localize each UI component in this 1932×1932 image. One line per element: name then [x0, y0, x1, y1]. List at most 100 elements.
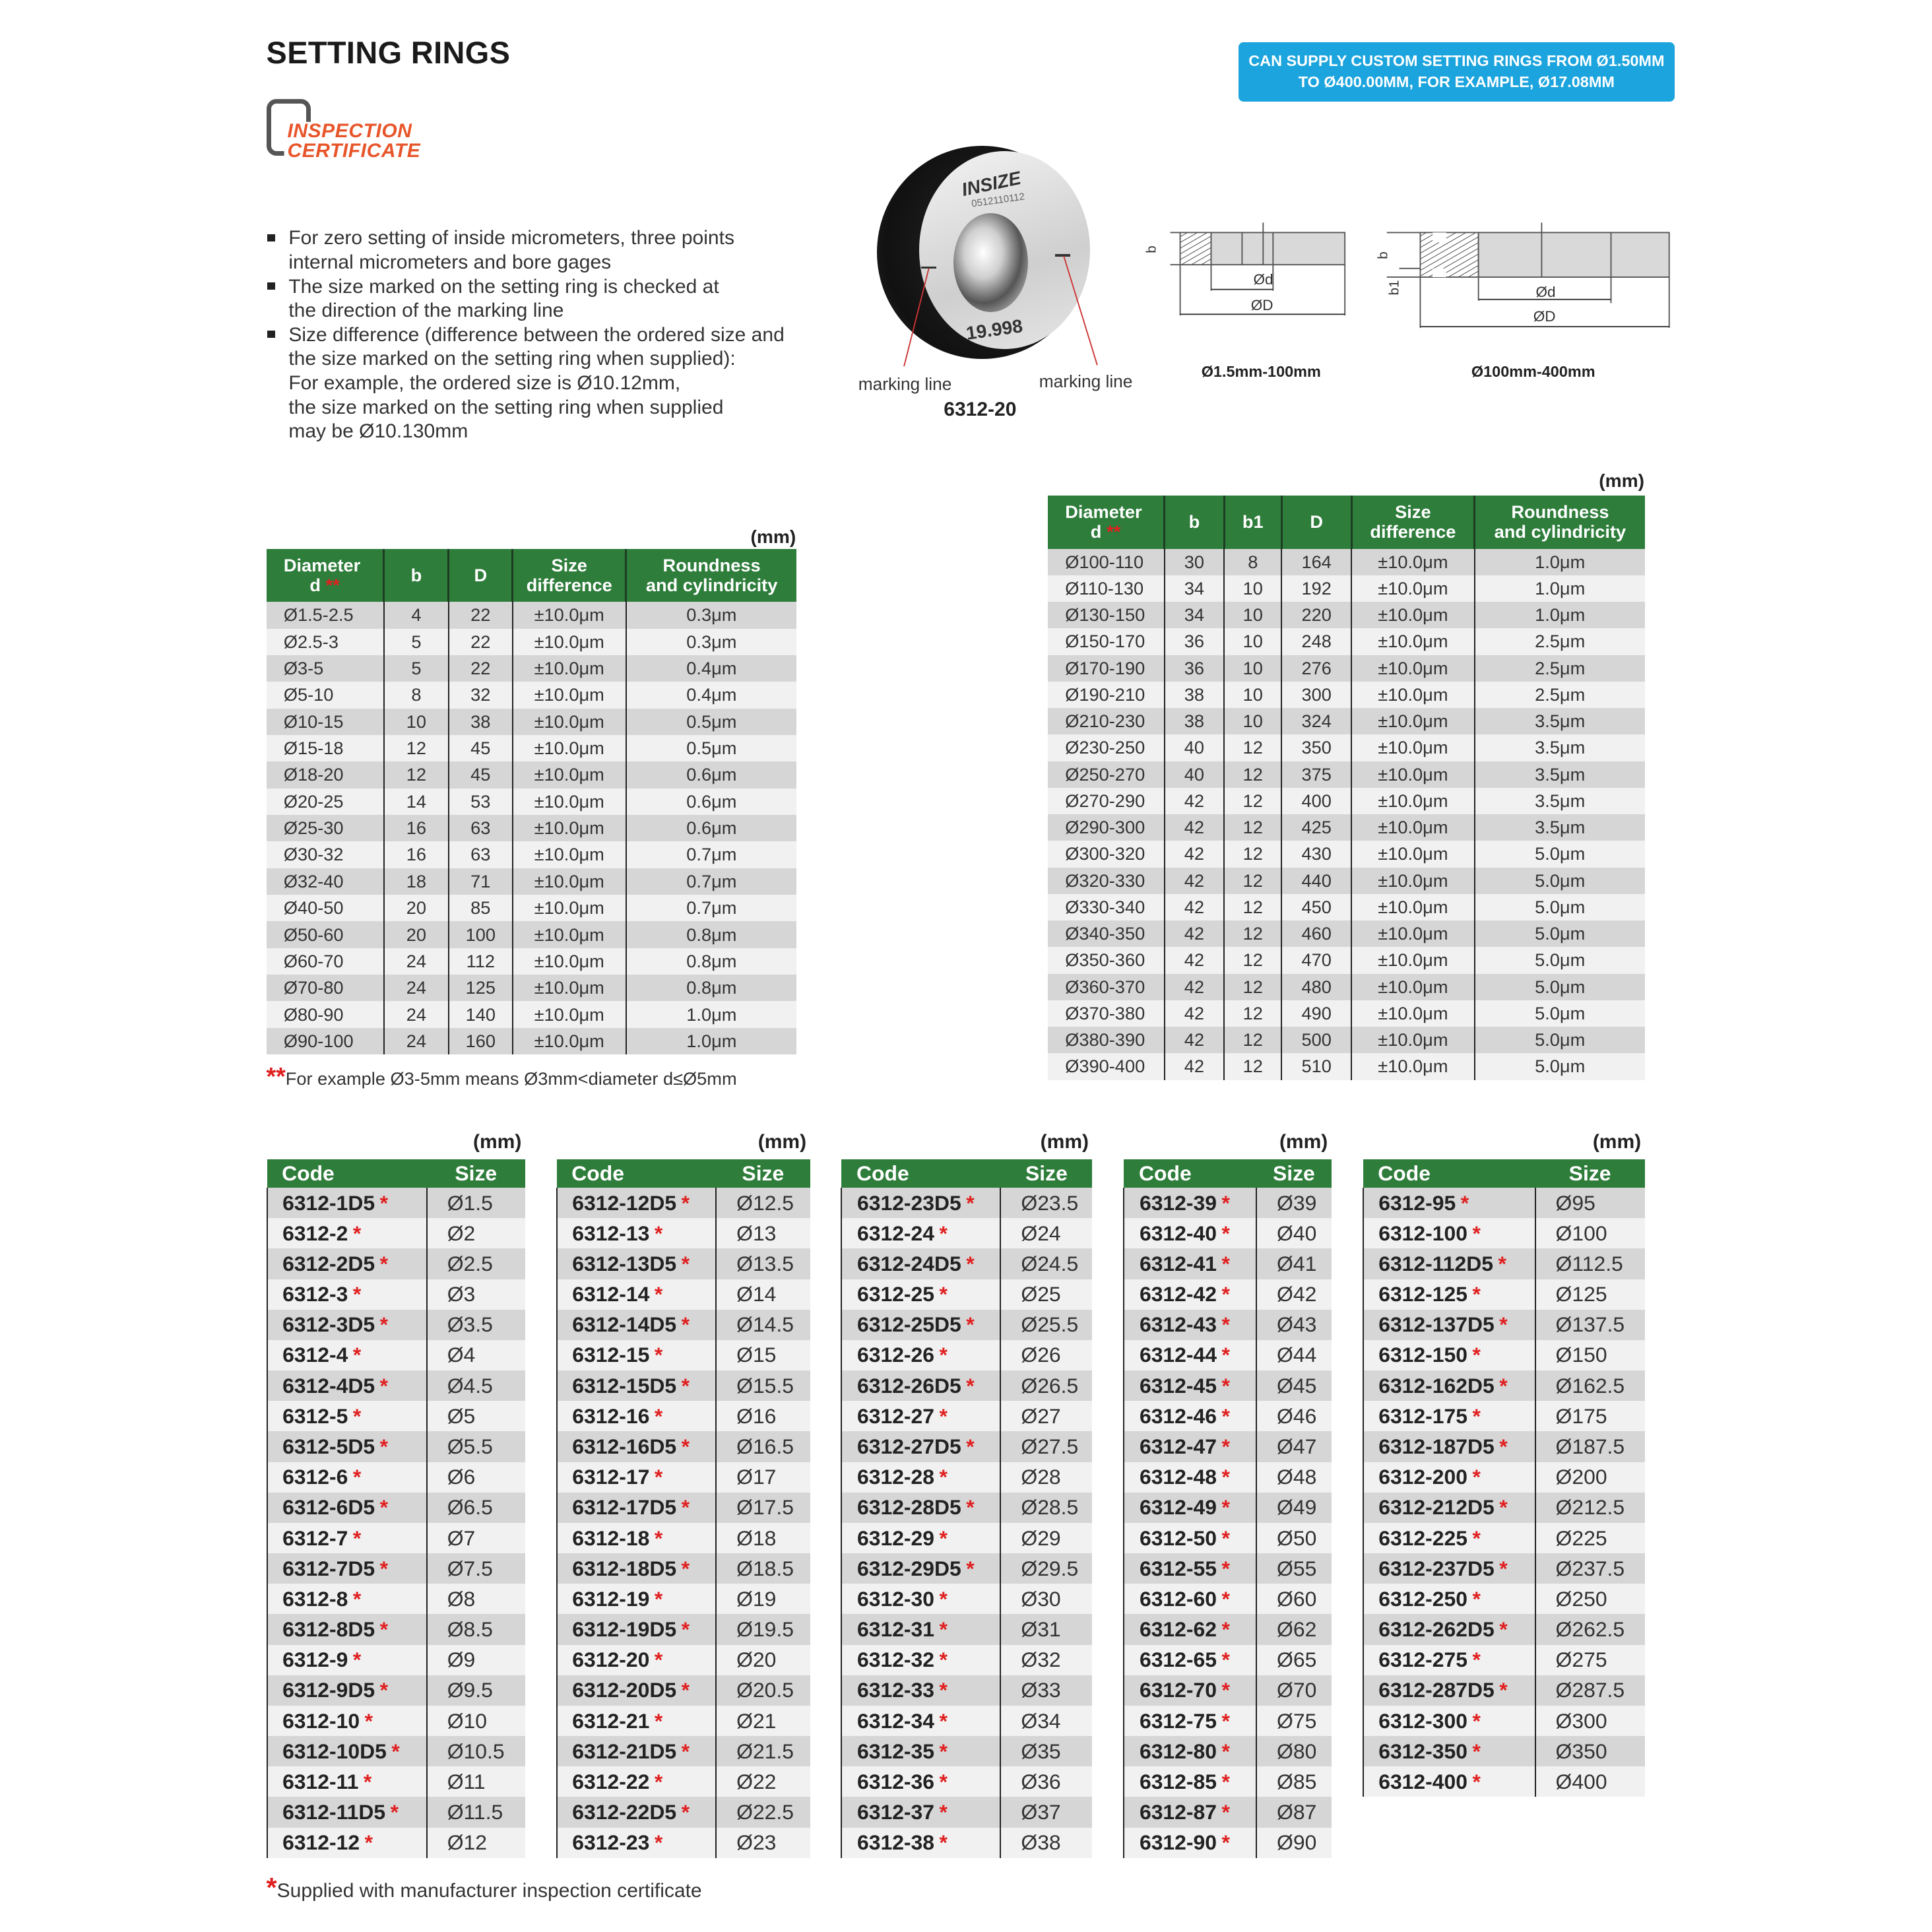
code-cell: 6312-5 * — [266, 1401, 427, 1432]
code-column-header: Code — [841, 1159, 1001, 1188]
certificate-star-icon: * — [1472, 1282, 1481, 1306]
certificate-star-icon: * — [1499, 1434, 1508, 1458]
table-row: Ø1.5-2.5 4 22 ±10.0μm 0.3μm — [266, 602, 796, 629]
table-cell: 125 — [447, 975, 513, 1002]
code-cell: 6312-80 * — [1123, 1736, 1257, 1767]
logo-line-1: INSPECTION — [287, 119, 412, 142]
code-cell: 6312-24D5 * — [841, 1248, 1001, 1279]
code-row: 6312-48 * Ø48 — [1123, 1462, 1332, 1493]
code-cell: 6312-33 * — [841, 1675, 1001, 1706]
code-row: 6312-19 * Ø19 — [556, 1584, 810, 1615]
header-line: difference — [1370, 521, 1456, 542]
code-cell: 6312-34 * — [841, 1705, 1001, 1737]
code-row: 6312-90 * Ø90 — [1123, 1827, 1332, 1858]
size-cell: Ø4.5 — [426, 1370, 525, 1401]
certificate-star-icon: * — [379, 1678, 389, 1702]
size-cell: Ø162.5 — [1534, 1370, 1645, 1401]
product-code: 6312-400 — [1378, 1769, 1467, 1793]
product-code: 6312-46 — [1139, 1403, 1217, 1428]
code-cell: 6312-10D5 * — [266, 1736, 427, 1767]
code-row: 6312-47 * Ø47 — [1123, 1431, 1332, 1462]
table-row: Ø300-320 42 12 430 ±10.0μm 5.0μm — [1047, 841, 1645, 868]
product-code: 6312-225 — [1378, 1526, 1467, 1550]
certificate-star-icon: * — [1498, 1251, 1506, 1275]
certificate-star-icon: * — [352, 1221, 362, 1245]
certificate-star-icon: * — [939, 1586, 948, 1611]
table-cell: 30 — [1163, 548, 1225, 575]
size-cell: Ø43 — [1256, 1309, 1332, 1340]
code-cell: 6312-48 * — [1123, 1462, 1257, 1493]
size-cell: Ø39 — [1256, 1188, 1332, 1219]
header-line: difference — [526, 574, 612, 595]
table-cell: Ø50-60 — [266, 921, 384, 948]
size-cell: Ø11 — [426, 1766, 525, 1797]
certificate-star-icon: * — [1221, 1830, 1230, 1855]
product-code: 6312-6 — [282, 1465, 348, 1489]
size-cell: Ø300 — [1534, 1705, 1645, 1737]
certificate-star-icon: * — [939, 1617, 948, 1642]
product-code: 6312-33 — [856, 1678, 935, 1702]
double-star-mark: ** — [1101, 521, 1121, 542]
table-cell: 24 — [383, 975, 449, 1002]
diagram-large-b: b — [1375, 251, 1391, 260]
certificate-star-icon: * — [1499, 1678, 1508, 1702]
unit-label-code-table: (mm) — [1040, 1130, 1089, 1153]
code-cell: 6312-262D5 * — [1362, 1614, 1535, 1645]
code-row: 6312-18 * Ø18 — [556, 1522, 810, 1554]
table-cell: Ø340-350 — [1047, 920, 1165, 948]
code-row: 6312-62 * Ø62 — [1123, 1614, 1332, 1645]
product-code: 6312-24D5 — [856, 1251, 961, 1275]
code-row: 6312-70 * Ø70 — [1123, 1675, 1332, 1706]
product-code: 6312-85 — [1139, 1769, 1217, 1793]
unit-label-code-table: (mm) — [1279, 1130, 1328, 1153]
certificate-star-icon: * — [1472, 1739, 1481, 1763]
code-cell: 6312-187D5 * — [1362, 1431, 1535, 1462]
table-cell: Ø110-130 — [1047, 575, 1165, 602]
product-code: 6312-90 — [1139, 1830, 1217, 1855]
table-cell: 1.0μm — [1473, 575, 1645, 602]
code-cell: 6312-26 * — [841, 1339, 1001, 1371]
table-cell: 38 — [1163, 681, 1225, 708]
table-cell: 40 — [1163, 761, 1225, 788]
size-cell: Ø49 — [1256, 1492, 1332, 1523]
table-cell: 500 — [1281, 1027, 1352, 1054]
size-cell: Ø40 — [1256, 1218, 1332, 1249]
size-cell: Ø22.5 — [715, 1797, 810, 1828]
certificate-star-icon: * — [379, 1190, 389, 1215]
code-cell: 6312-8D5 * — [266, 1614, 427, 1645]
product-code: 6312-112D5 — [1378, 1251, 1493, 1275]
table-cell: 36 — [1163, 628, 1225, 655]
header-line: Roundness — [662, 554, 761, 575]
code-cell: 6312-29 * — [841, 1522, 1001, 1554]
table-row: Ø30-32 16 63 ±10.0μm 0.7μm — [266, 841, 796, 868]
size-cell: Ø18.5 — [715, 1553, 810, 1584]
size-cell: Ø21 — [715, 1705, 810, 1737]
certificate-star-icon: * — [654, 1830, 663, 1855]
product-code: 6312-250 — [1378, 1586, 1467, 1611]
certificate-star-icon: * — [379, 1251, 389, 1275]
table-cell: ±10.0μm — [511, 682, 626, 709]
table-cell: 10 — [1223, 602, 1282, 629]
code-cell: 6312-21D5 * — [556, 1736, 717, 1767]
code-row: 6312-187D5 * Ø187.5 — [1362, 1431, 1645, 1462]
size-cell: Ø9 — [426, 1644, 525, 1675]
code-cell: 6312-27 * — [841, 1401, 1001, 1432]
certificate-footnote-text: Supplied with manufacturer inspection ce… — [276, 1880, 702, 1902]
size-cell: Ø150 — [1534, 1339, 1645, 1371]
code-cell: 6312-10 * — [266, 1705, 427, 1737]
table-cell: Ø100-110 — [1047, 548, 1165, 575]
table-cell: 112 — [447, 948, 513, 975]
table-cell: 12 — [1223, 973, 1282, 1000]
code-cell: 6312-35 * — [841, 1736, 1001, 1767]
size-cell: Ø15.5 — [715, 1370, 810, 1401]
bullet-line: internal micrometers and bore gages — [288, 251, 612, 274]
product-code: 6312-287D5 — [1378, 1678, 1495, 1702]
size-cell: Ø10.5 — [426, 1736, 525, 1767]
table-cell: 24 — [383, 1001, 449, 1028]
table-cell: 510 — [1281, 1053, 1352, 1080]
code-row: 6312-2D5 * Ø2.5 — [266, 1248, 525, 1279]
code-cell: 6312-125 * — [1362, 1279, 1535, 1310]
table-cell: 12 — [1223, 867, 1282, 894]
code-cell: 6312-14 * — [556, 1279, 717, 1310]
table-cell: ±10.0μm — [511, 1027, 626, 1055]
